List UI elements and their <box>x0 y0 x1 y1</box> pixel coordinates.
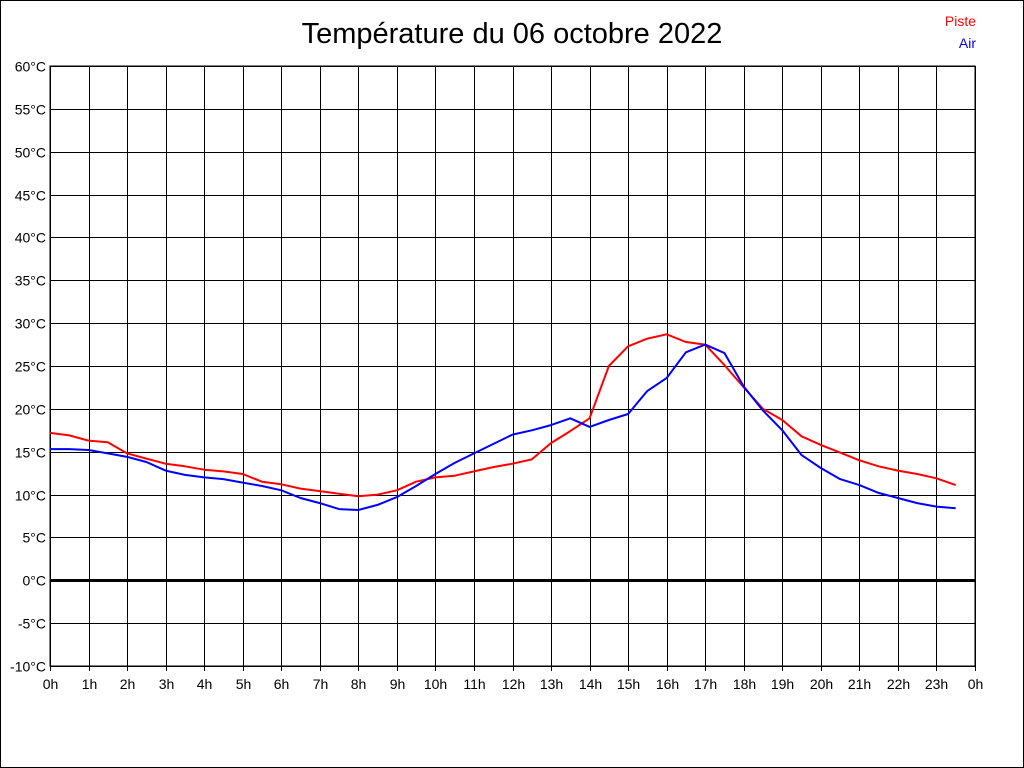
x-tick-label: 1h <box>82 676 98 692</box>
x-tick-label: 5h <box>236 676 252 692</box>
y-tick-label: 60°C <box>15 59 46 75</box>
x-tick-label: 21h <box>848 676 871 692</box>
x-tick-label: 7h <box>313 676 329 692</box>
x-tick-label: 14h <box>579 676 602 692</box>
y-tick-label: 50°C <box>15 145 46 161</box>
y-tick-label: 10°C <box>15 488 46 504</box>
y-tick-label: 45°C <box>15 188 46 204</box>
x-tick-label: 4h <box>197 676 213 692</box>
series-line-piste <box>49 333 957 498</box>
y-tick-label: 30°C <box>15 316 46 332</box>
x-tick-label: 20h <box>810 676 833 692</box>
chart-title: Température du 06 octobre 2022 <box>301 18 723 50</box>
y-tick-label: 25°C <box>15 359 46 375</box>
y-tick-label: 15°C <box>15 445 46 461</box>
legend-air: Air <box>958 35 976 51</box>
x-tick-label: 18h <box>733 676 756 692</box>
y-tick-label: 5°C <box>23 530 47 546</box>
x-tick-label: 8h <box>351 676 367 692</box>
x-tick-label: 15h <box>617 676 640 692</box>
x-tick-label: 23h <box>925 676 948 692</box>
y-tick-label: 35°C <box>15 273 46 289</box>
series-line-air <box>50 343 956 511</box>
x-tick-label: 3h <box>159 676 175 692</box>
x-tick-label: 13h <box>540 676 563 692</box>
legend-piste: Piste <box>944 13 976 29</box>
y-tick-label: 0°C <box>23 573 47 589</box>
y-tick-label: 40°C <box>15 230 46 246</box>
x-tick-label: 2h <box>120 676 136 692</box>
y-tick-label: -5°C <box>18 616 46 632</box>
x-tick-label: 10h <box>424 676 447 692</box>
x-tick-label: 9h <box>390 676 406 692</box>
y-tick-label: 20°C <box>15 402 46 418</box>
x-tick-label: 12h <box>502 676 525 692</box>
x-tick-label: 19h <box>771 676 794 692</box>
x-tick-label: 0h <box>43 676 59 692</box>
y-tick-label: -10°C <box>10 659 46 675</box>
x-tick-label: 6h <box>274 676 290 692</box>
x-tick-label: 16h <box>656 676 679 692</box>
y-tick-label: 55°C <box>15 102 46 118</box>
x-tick-label: 17h <box>694 676 717 692</box>
x-tick-label: 11h <box>463 676 485 692</box>
x-tick-label: 0h <box>968 676 984 692</box>
x-tick-label: 22h <box>887 676 910 692</box>
